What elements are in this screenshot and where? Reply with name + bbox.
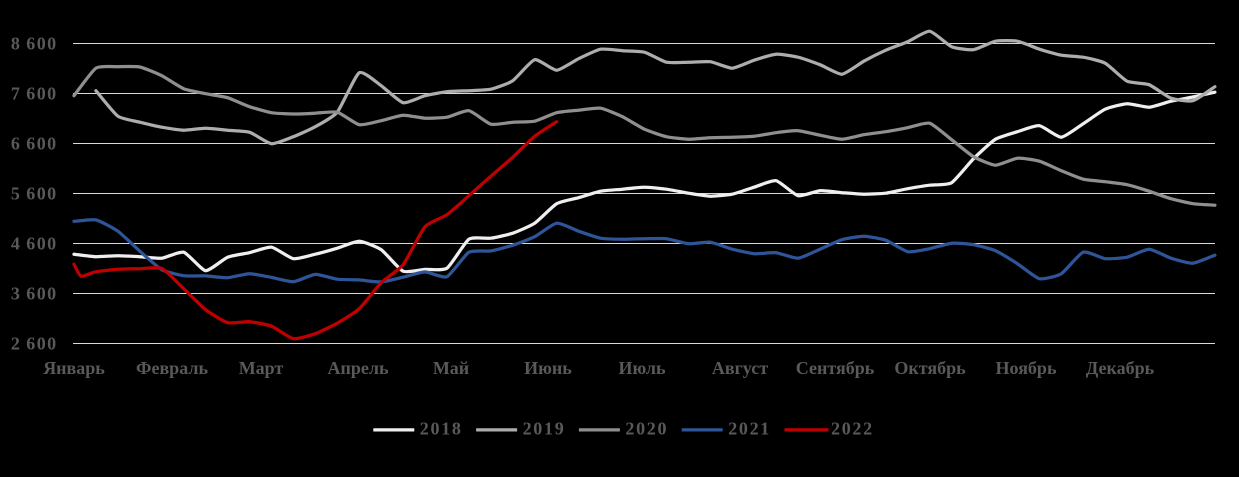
svg-text:Январь: Январь bbox=[43, 358, 105, 378]
svg-text:2022: 2022 bbox=[831, 419, 874, 439]
svg-text:Июнь: Июнь bbox=[524, 358, 572, 378]
svg-text:2018: 2018 bbox=[420, 419, 463, 439]
svg-text:Февраль: Февраль bbox=[136, 358, 208, 378]
svg-text:2021: 2021 bbox=[728, 419, 771, 439]
svg-text:Ноябрь: Ноябрь bbox=[996, 358, 1057, 378]
svg-text:2019: 2019 bbox=[523, 419, 566, 439]
svg-text:6 600: 6 600 bbox=[11, 134, 58, 154]
svg-text:2020: 2020 bbox=[625, 419, 668, 439]
svg-text:Июль: Июль bbox=[619, 358, 666, 378]
svg-text:5 600: 5 600 bbox=[11, 184, 58, 204]
svg-text:Декабрь: Декабрь bbox=[1086, 358, 1155, 378]
svg-text:2 600: 2 600 bbox=[11, 334, 58, 354]
svg-text:Сентябрь: Сентябрь bbox=[796, 358, 875, 378]
svg-text:3 600: 3 600 bbox=[11, 284, 58, 304]
svg-text:Март: Март bbox=[239, 358, 284, 378]
svg-text:Апрель: Апрель bbox=[328, 358, 389, 378]
svg-text:Август: Август bbox=[712, 358, 768, 378]
svg-text:7 600: 7 600 bbox=[11, 84, 58, 104]
svg-text:Май: Май bbox=[433, 358, 469, 378]
svg-text:Октябрь: Октябрь bbox=[894, 358, 966, 378]
svg-text:4 600: 4 600 bbox=[11, 234, 58, 254]
svg-text:8 600: 8 600 bbox=[11, 34, 58, 54]
